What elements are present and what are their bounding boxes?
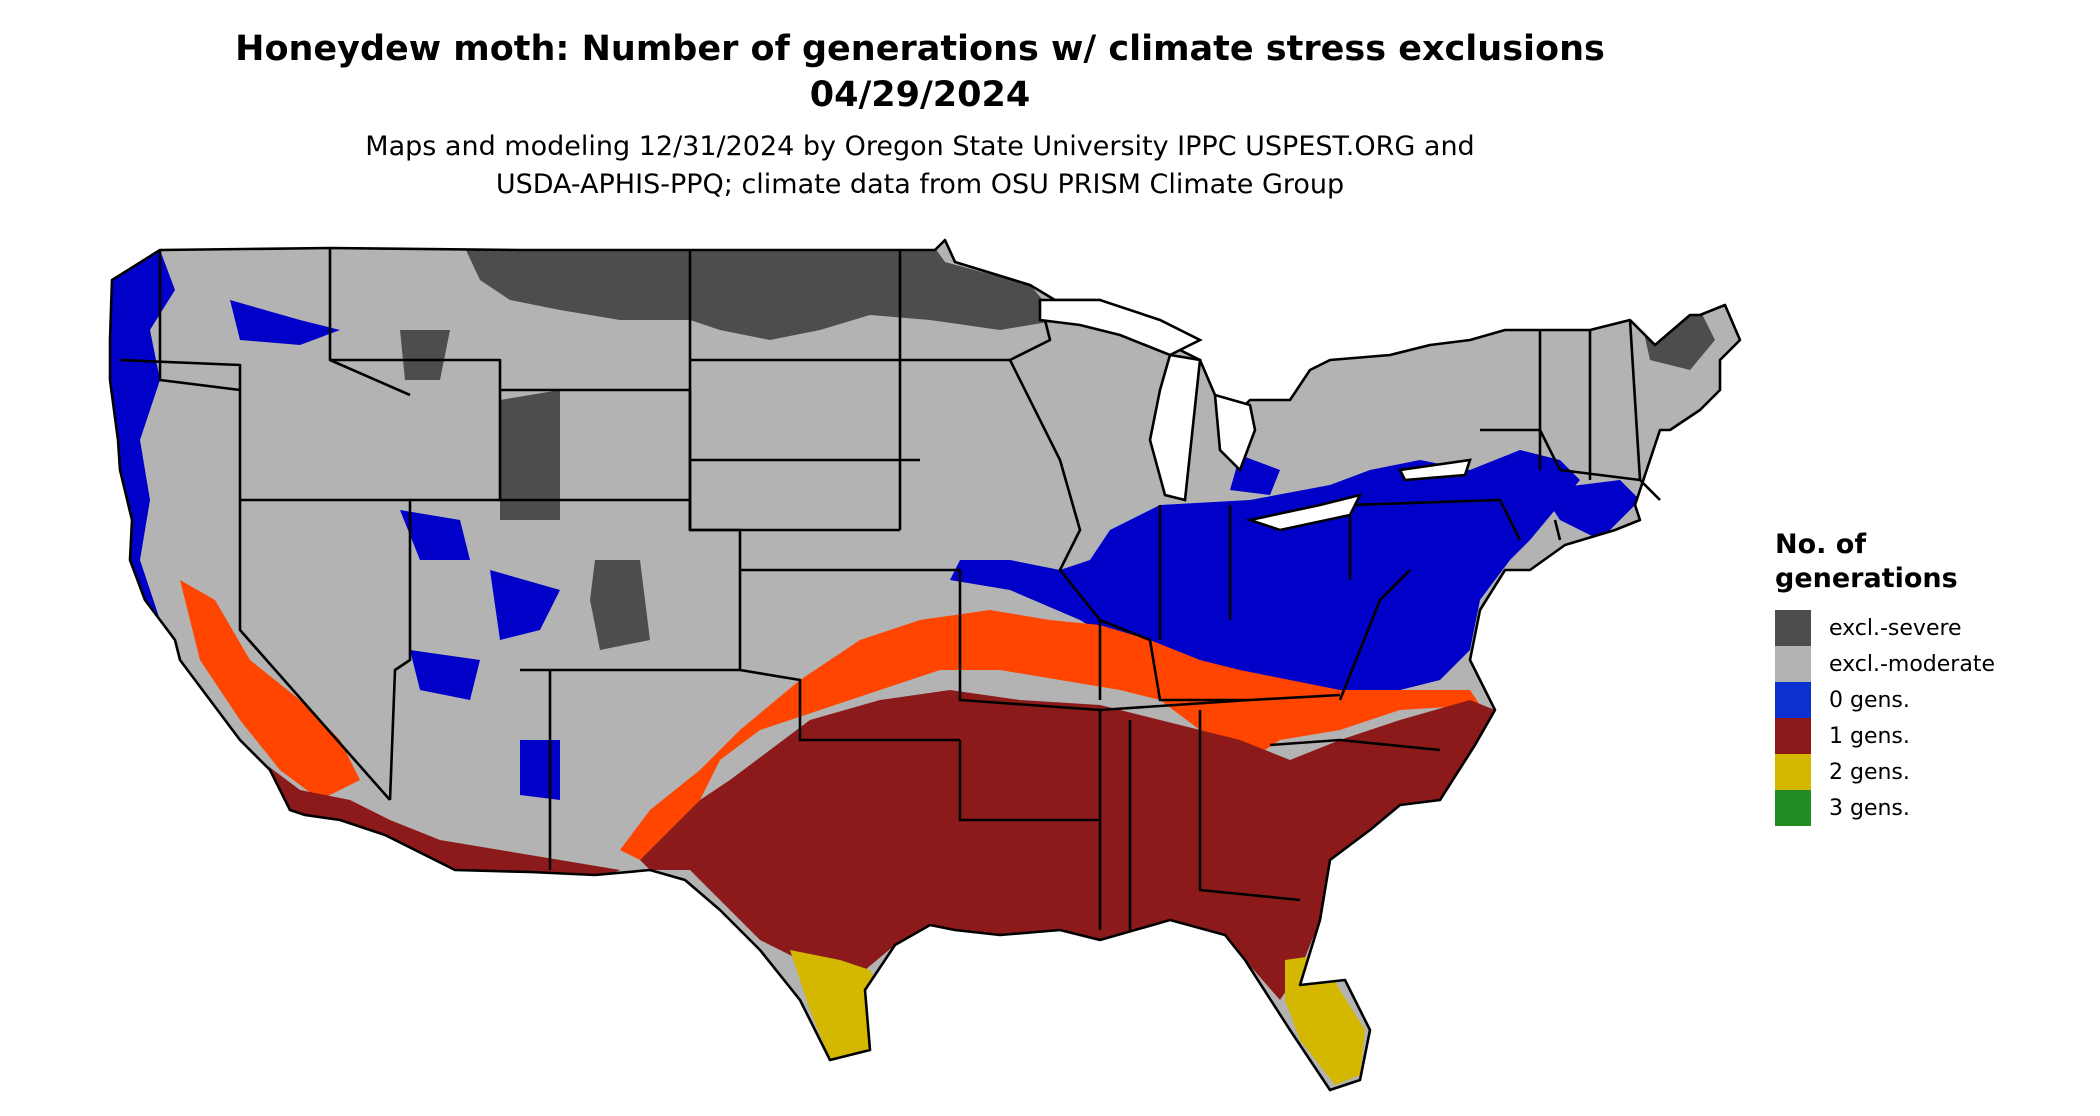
legend-items: excl.-severe excl.-moderate 0 gens. 1 gens.… [1775,610,2035,826]
legend-swatch [1775,754,1811,790]
map-title: Honeydew moth: Number of generations w/ … [235,29,1605,69]
legend-item: 2 gens. [1775,754,2035,790]
subtitle-line-1: Maps and modeling 12/31/2024 by Oregon S… [365,131,1475,162]
legend-swatch [1775,610,1811,646]
legend-item: 3 gens. [1775,790,2035,826]
legend-label: excl.-severe [1829,615,1962,641]
legend-label: 0 gens. [1829,687,1910,713]
map-legend: No. of generations excl.-severe excl.-mod… [1775,528,2035,826]
legend-item: excl.-severe [1775,610,2035,646]
map-date: 04/29/2024 [809,75,1031,115]
subtitle-line-2: USDA-APHIS-PPQ; climate data from OSU PR… [495,169,1345,200]
excl-severe-regions [400,248,1715,650]
legend-label: 1 gens. [1829,723,1910,749]
state-borders [108,238,1742,1092]
three-gens-regions [1300,1090,1360,1108]
legend-swatch [1775,646,1811,682]
legend-label: 3 gens. [1829,795,1910,821]
legend-swatch [1775,790,1811,826]
legend-item: 1 gens. [1775,718,2035,754]
legend-swatch [1775,682,1811,718]
one-gens-light-regions [180,580,1480,860]
legend-swatch [1775,718,1811,754]
us-generations-map [108,238,1742,1108]
legend-label: excl.-moderate [1829,651,1995,677]
legend-item: 0 gens. [1775,682,2035,718]
legend-item: excl.-moderate [1775,646,2035,682]
legend-title: No. of generations [1775,529,1958,594]
legend-label: 2 gens. [1829,759,1910,785]
great-lakes [1038,298,1472,532]
two-gens-regions [790,950,1365,1085]
